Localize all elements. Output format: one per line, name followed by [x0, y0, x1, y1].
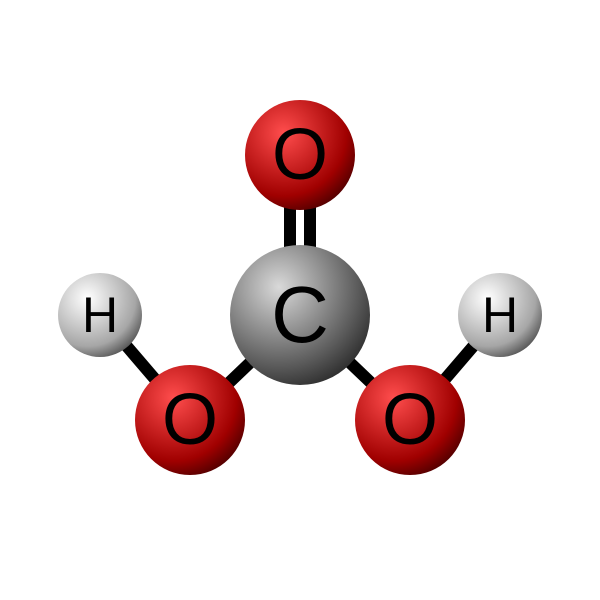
atom-label: H [482, 286, 518, 344]
atom-label: O [382, 379, 438, 461]
molecule-stage: COOOHH [0, 0, 600, 600]
atom-label: O [162, 379, 218, 461]
atom-O_top: O [245, 100, 355, 210]
atom-H_left: H [58, 273, 142, 357]
atom-label: C [271, 269, 329, 361]
atom-label: H [82, 286, 118, 344]
atom-H_right: H [458, 273, 542, 357]
atom-label: O [272, 114, 328, 196]
atom-O_left: O [135, 365, 245, 475]
atom-C: C [230, 245, 370, 385]
atom-O_right: O [355, 365, 465, 475]
